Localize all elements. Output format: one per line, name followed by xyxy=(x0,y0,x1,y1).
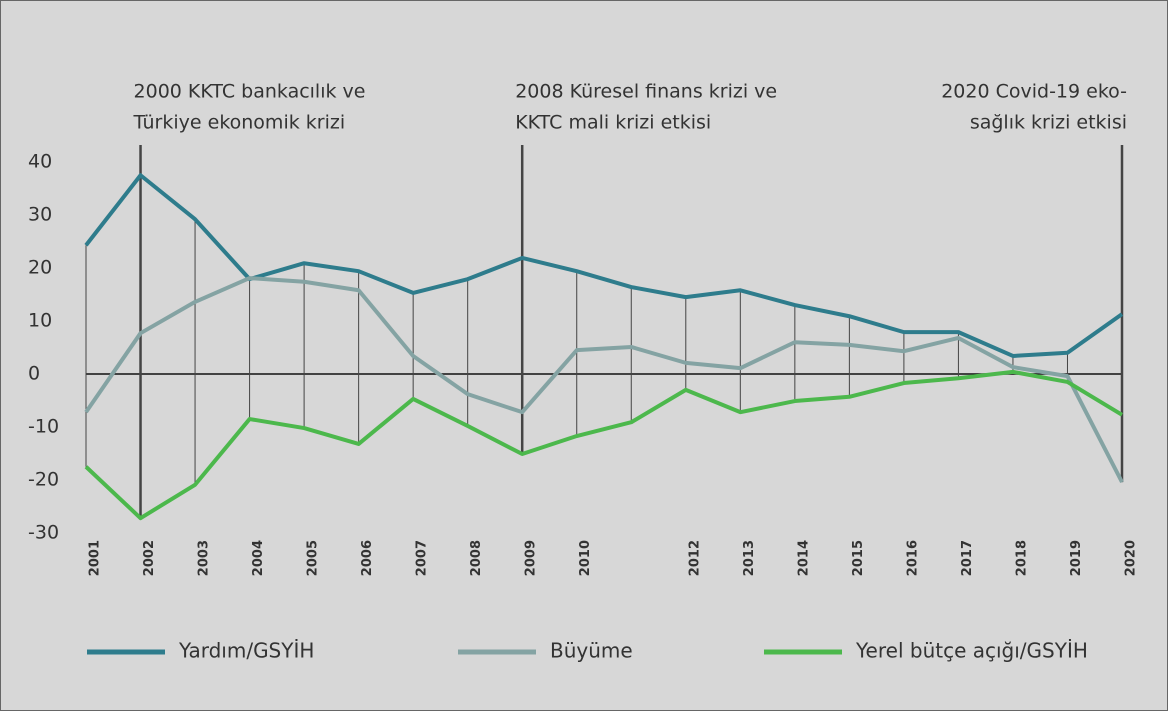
annotation-text: 2008 Küresel finans krizi ve xyxy=(515,81,777,103)
series-line xyxy=(84,173,1124,358)
series-line xyxy=(84,276,1124,484)
x-tick-label: 2009 xyxy=(524,540,539,576)
x-tick-label: 2010 xyxy=(578,540,593,576)
x-tick-label: 2007 xyxy=(415,540,430,576)
x-tick-label: 2013 xyxy=(742,540,757,576)
y-tick-label: 10 xyxy=(28,310,52,332)
y-tick-label: 40 xyxy=(28,151,52,173)
x-tick-label: 2004 xyxy=(251,540,266,576)
y-tick-label: -30 xyxy=(28,522,59,544)
y-tick-label: 0 xyxy=(28,363,40,385)
annotation-text: 2000 KKTC bankacılık ve xyxy=(134,81,366,103)
x-tick-label: 2012 xyxy=(687,540,702,576)
annotation-text: sağlık krizi etkisi xyxy=(970,112,1127,134)
y-tick-label: -20 xyxy=(28,469,59,491)
x-tick-label: 2019 xyxy=(1069,540,1084,576)
x-tick-label: 2005 xyxy=(306,540,321,576)
x-tick-label: 2016 xyxy=(905,540,920,576)
x-tick-label: 2003 xyxy=(197,540,212,576)
x-tick-label: 2002 xyxy=(142,540,157,576)
x-tick-label: 2015 xyxy=(851,540,866,576)
annotation-text: KKTC mali krizi etkisi xyxy=(515,112,711,134)
annotation-text: Türkiye ekonomik krizi xyxy=(133,112,346,134)
legend-label: Yardım/GSYİH xyxy=(178,639,314,663)
y-tick-label: -10 xyxy=(28,416,59,438)
x-tick-label: 2008 xyxy=(469,540,484,576)
x-tick-label: 2006 xyxy=(360,540,375,576)
legend-label: Yerel bütçe açığı/GSYİH xyxy=(855,639,1088,663)
series-line xyxy=(84,369,1124,521)
x-tick-label: 2014 xyxy=(796,540,811,576)
y-tick-label: 30 xyxy=(28,204,52,226)
x-tick-label: 2018 xyxy=(1014,540,1029,576)
x-tick-label: 2001 xyxy=(88,540,103,576)
y-tick-label: 20 xyxy=(28,257,52,279)
legend-label: Büyüme xyxy=(550,639,633,663)
x-tick-label: 2017 xyxy=(960,540,975,576)
x-tick-label: 2020 xyxy=(1124,540,1139,576)
annotation-text: 2020 Covid-19 eko- xyxy=(941,81,1127,103)
